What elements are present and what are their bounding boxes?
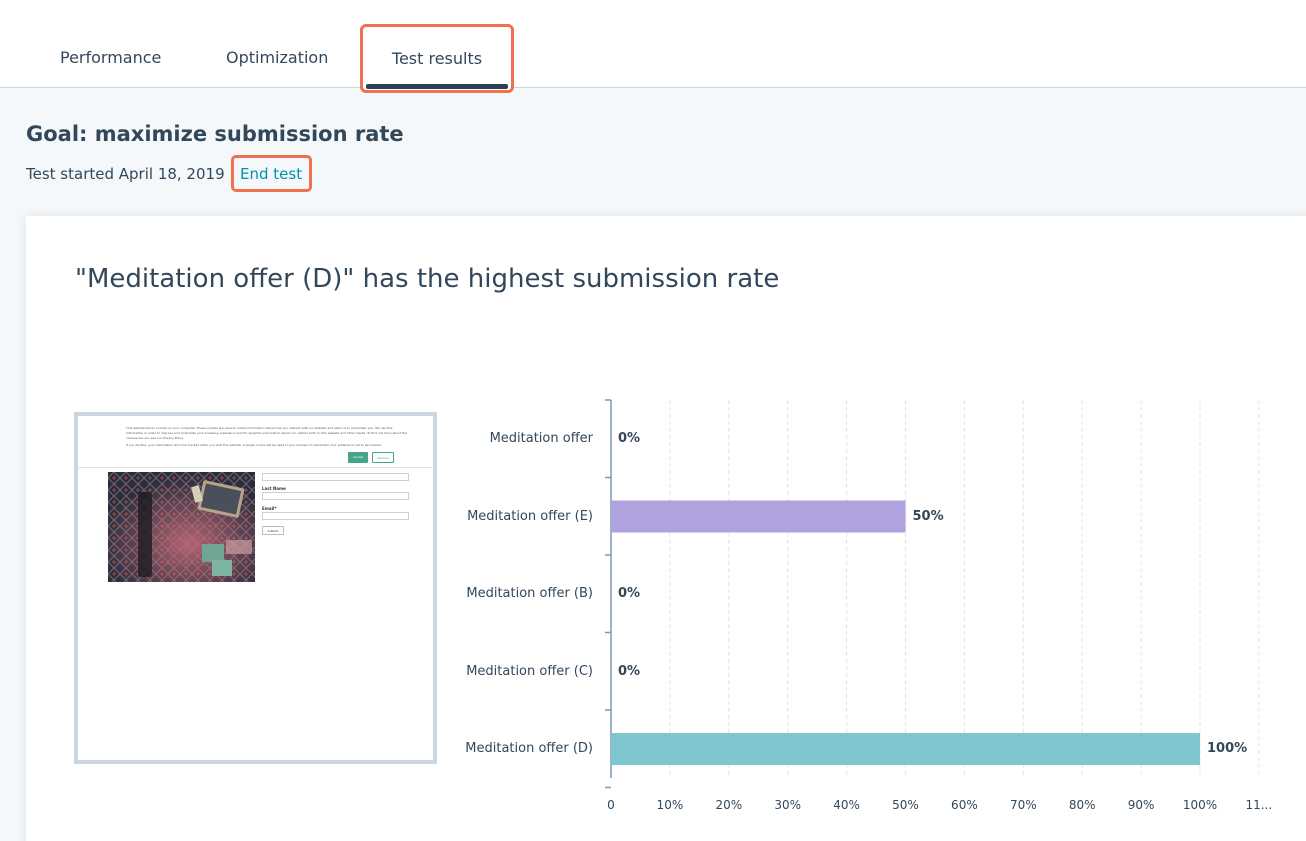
goal-title: Goal: maximize submission rate [26,122,404,146]
bar [611,500,906,533]
preview-last-name-label: Last Name [262,486,286,491]
category-label: Meditation offer (C) [466,663,593,679]
tab-bar: Performance Optimization Test results [0,0,1306,93]
x-tick-label: 20% [715,798,743,812]
preview-email-label: Email* [262,506,277,511]
x-tick-label: 90% [1127,798,1155,812]
preview-divider [78,467,433,468]
preview-email-input [262,512,409,520]
test-start-date: Test started April 18, 2019 [26,165,225,183]
preview-cookie-text-4: If you decline, your information won't b… [126,443,382,447]
x-tick-label: 40% [833,798,860,812]
x-tick-label: 60% [951,798,978,812]
results-headline: "Meditation offer (D)" has the highest s… [75,264,780,294]
active-tab-indicator [366,84,508,89]
submission-rate-chart: 0 10% 20% 30% 40% 50% 60% 70% 80% 90% 100% 11... Med… [440,390,1306,820]
preview-hero-image [108,472,255,582]
bar [611,733,1200,765]
x-tick-label: 50% [892,798,919,812]
data-label: 0% [618,663,641,679]
preview-decline-button: Decline [372,452,394,463]
preview-cookie-text-2: information in order to improve and cust… [126,431,408,435]
x-tick-label: 30% [774,798,802,812]
tab-performance-label: Performance [60,48,162,67]
preview-first-name-input [262,473,409,481]
preview-cookie-text-3: cookies we use, see our Privacy Policy. [126,436,184,440]
x-tick-label: 10% [656,798,684,812]
x-tick-label: 11... [1245,798,1273,812]
preview-last-name-input [262,492,409,500]
end-test-highlight [231,155,312,192]
x-tick-label: 0 [607,798,615,812]
tab-test-results-label: Test results [391,49,483,68]
preview-accept-button: Accept [348,452,368,463]
data-label: 50% [912,508,944,524]
category-label: Meditation offer [489,431,593,446]
data-label: 0% [618,586,641,601]
preview-submit-button: Submit [262,526,284,535]
x-tick-label: 80% [1068,798,1096,812]
category-label: Meditation offer (D) [465,741,593,756]
x-tick-label: 100% [1182,798,1218,812]
tab-test-results[interactable]: Test results [360,24,514,93]
category-label: Meditation offer (B) [466,586,593,601]
data-label: 0% [618,431,641,446]
category-label: Meditation offer (E) [467,508,593,524]
variant-preview-thumbnail[interactable]: This website stores cookies on your comp… [74,412,437,764]
end-test-link[interactable]: End test [240,165,303,183]
tab-optimization-label: Optimization [226,48,329,67]
chart-canvas [605,399,1260,789]
x-tick-label: 70% [1009,798,1037,812]
data-label: 100% [1207,741,1248,756]
preview-cookie-text-1: This website stores cookies on your comp… [126,426,393,430]
